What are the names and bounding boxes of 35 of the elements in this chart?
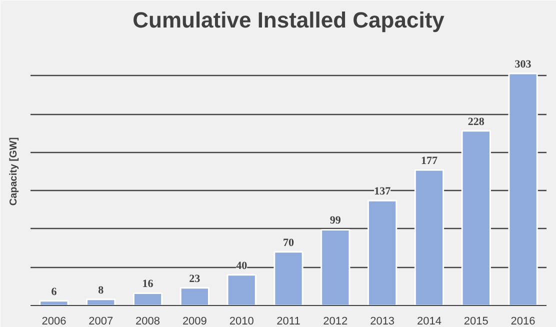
data-label: 6 xyxy=(51,286,58,298)
chart-title: Cumulative Installed Capacity xyxy=(132,8,446,32)
x-tick-label: 2007 xyxy=(88,316,114,327)
bar xyxy=(226,274,256,306)
bar xyxy=(320,228,350,306)
data-label: 8 xyxy=(98,284,104,296)
data-label: 228 xyxy=(468,116,485,128)
data-label: 303 xyxy=(514,58,532,70)
data-label: 16 xyxy=(142,278,154,290)
x-tick-label: 2008 xyxy=(136,316,160,327)
bar xyxy=(508,72,538,306)
bar xyxy=(367,200,398,306)
x-tick-label: 2011 xyxy=(276,316,300,327)
bar xyxy=(180,287,210,306)
bar xyxy=(86,298,116,306)
x-tick-label: 2009 xyxy=(182,316,207,327)
data-label: 99 xyxy=(330,214,342,227)
x-tick-label: 2016 xyxy=(510,316,536,327)
x-tick-label: 2015 xyxy=(464,316,488,327)
bar xyxy=(39,300,69,306)
x-tick-label: 2010 xyxy=(229,316,254,327)
data-label: 70 xyxy=(283,236,294,249)
bar xyxy=(274,251,304,306)
data-label: 23 xyxy=(189,272,201,285)
y-axis-title: Capacity [GW] xyxy=(8,137,20,206)
bar xyxy=(132,292,163,306)
data-label: 137 xyxy=(374,186,392,198)
x-tick-label: 2014 xyxy=(416,316,442,327)
bar xyxy=(414,169,444,306)
data-label: 40 xyxy=(236,260,248,272)
x-tick-label: 2006 xyxy=(42,316,66,327)
bar xyxy=(461,130,491,306)
data-label: 177 xyxy=(420,154,438,167)
x-tick-label: 2013 xyxy=(370,316,395,327)
x-tick-label: 2012 xyxy=(323,316,348,327)
